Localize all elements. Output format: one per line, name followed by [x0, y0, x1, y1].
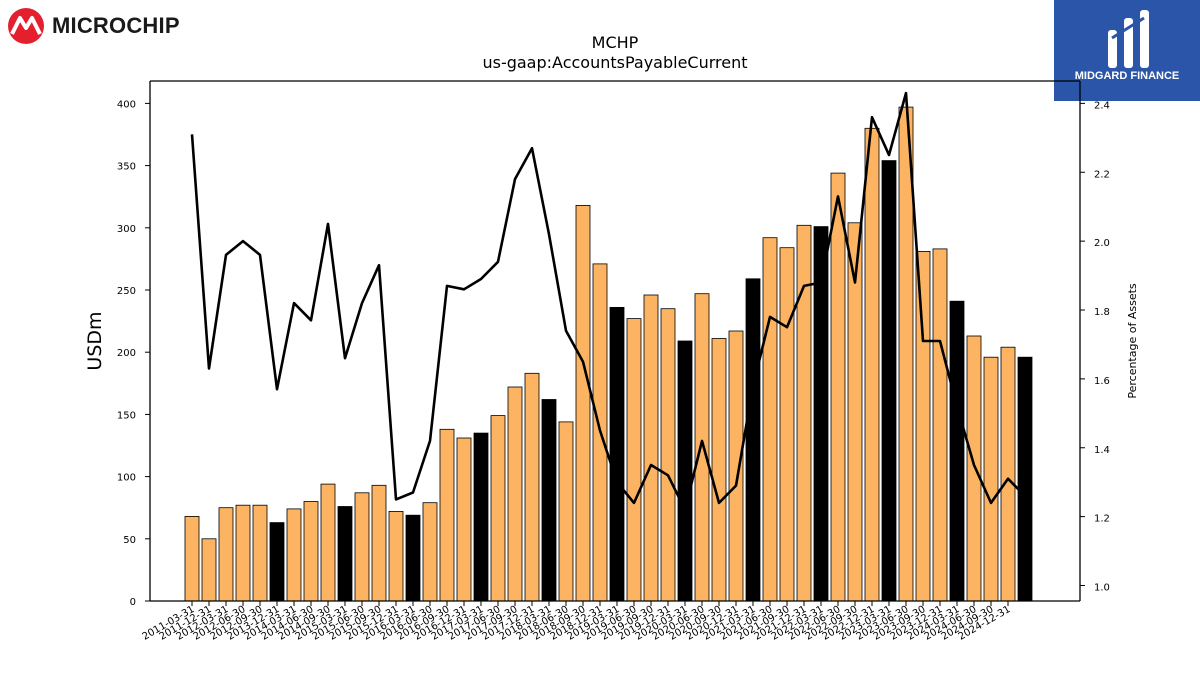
chart-title: MCHP: [591, 33, 639, 52]
bar: [949, 300, 965, 602]
bar: [201, 538, 217, 602]
bar: [337, 506, 353, 602]
y2-tick-label: 1.8: [1094, 307, 1110, 318]
midgard-badge: MIDGARD FINANCE: [1054, 0, 1200, 101]
y2-tick-label: 1.6: [1094, 376, 1110, 387]
bar: [184, 516, 200, 602]
bar: [779, 247, 795, 602]
y2-tick-label: 2.4: [1094, 100, 1110, 111]
bar: [864, 127, 880, 602]
bar: [677, 340, 693, 602]
y2-axis-title: Percentage of Assets: [1126, 283, 1139, 399]
y2-tick-label: 1.0: [1094, 583, 1110, 594]
bar: [473, 432, 489, 602]
bar: [660, 308, 676, 602]
bar: [609, 306, 625, 602]
bar: [371, 484, 387, 602]
bar: [388, 510, 404, 602]
bar: [320, 483, 336, 602]
y-tick-label: 100: [117, 473, 136, 484]
y-axis-title: USDm: [84, 311, 106, 370]
y2-tick-label: 1.4: [1094, 445, 1110, 456]
bar: [490, 415, 506, 602]
y-tick-label: 400: [117, 99, 136, 110]
bar: [422, 502, 438, 602]
bar: [439, 428, 455, 602]
bar: [575, 204, 591, 602]
bar: [711, 338, 727, 602]
bar: [796, 224, 812, 602]
bar: [456, 437, 472, 602]
bar: [626, 318, 642, 602]
bar: [966, 335, 982, 602]
bar: [524, 372, 540, 602]
midgard-logo-icon: [1108, 10, 1149, 68]
brand: MICROCHIP: [6, 6, 180, 46]
bar: [830, 172, 846, 602]
y-tick-label: 150: [117, 410, 136, 421]
bar: [745, 278, 761, 602]
chart-subtitle: us-gaap:AccountsPayableCurrent: [482, 53, 748, 72]
bar: [507, 386, 523, 602]
bar: [269, 522, 285, 602]
bar: [694, 293, 710, 602]
y-tick-label: 0: [130, 597, 136, 608]
bar: [728, 330, 744, 602]
microchip-logo-icon: [8, 8, 44, 44]
y2-tick-label: 2.2: [1094, 169, 1110, 180]
bar: [643, 294, 659, 602]
badge-name: MIDGARD FINANCE: [1074, 70, 1180, 82]
series-line: [190, 91, 1026, 512]
bar: [354, 492, 370, 602]
bar: [303, 501, 319, 602]
bar: [983, 356, 999, 602]
bar: [235, 504, 251, 602]
bar: [541, 399, 557, 602]
bar: [1017, 356, 1033, 602]
bar: [558, 421, 574, 602]
bar: [1000, 346, 1016, 602]
brand-name: MICROCHIP: [52, 13, 180, 38]
y-tick-label: 200: [117, 348, 136, 359]
bar: [932, 248, 948, 602]
y-tick-label: 350: [117, 162, 136, 173]
y-tick-label: 50: [123, 535, 136, 546]
bar: [915, 250, 931, 602]
bar: [881, 160, 897, 602]
bar: [405, 514, 421, 602]
bar: [252, 504, 268, 602]
bar: [762, 237, 778, 602]
y-tick-label: 300: [117, 224, 136, 235]
y-tick-label: 250: [117, 286, 136, 297]
bar: [218, 507, 234, 602]
y2-tick-label: 1.2: [1094, 514, 1110, 525]
bar: [286, 508, 302, 602]
y2-tick-label: 2.0: [1094, 238, 1110, 249]
